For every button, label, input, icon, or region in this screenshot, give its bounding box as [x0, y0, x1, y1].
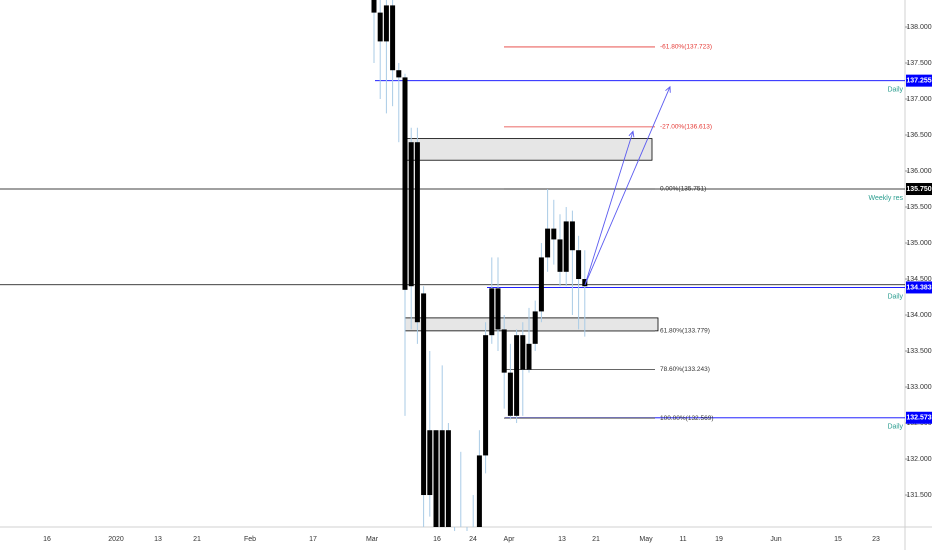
arrow	[584, 131, 634, 285]
candle-body	[582, 279, 588, 287]
x-tick-label: Feb	[244, 536, 256, 543]
candle-body	[414, 142, 420, 323]
x-tick-label: 15	[834, 536, 842, 543]
candle-body	[445, 430, 451, 527]
level-note: Daily	[887, 293, 903, 300]
candle-body	[427, 430, 433, 496]
candle-body	[576, 250, 582, 280]
y-tick-label: 135.000	[906, 240, 931, 247]
candle-body	[371, 0, 377, 13]
price-label: 135.750	[906, 186, 931, 193]
price-label-bg	[906, 183, 932, 196]
x-tick-label: Apr	[504, 536, 516, 543]
fib-label: -61.80%(137.723)	[660, 44, 712, 51]
y-tick-label: 131.500	[906, 492, 931, 499]
fib-label: 61.80%(133.779)	[660, 328, 710, 335]
fib-label: 100.00%(132.569)	[660, 415, 714, 422]
candle-body	[377, 12, 383, 42]
y-tick-label: 134.500	[906, 276, 931, 283]
candle-body	[557, 239, 563, 272]
candle-body	[439, 430, 445, 527]
candle-body	[501, 329, 507, 373]
candle-body	[526, 343, 532, 370]
candle-body	[390, 5, 396, 71]
candle-body	[532, 311, 538, 344]
y-tick-label: 134.000	[906, 312, 931, 319]
arrow-head	[628, 130, 635, 138]
candle-body	[563, 221, 569, 272]
fib-label: 78.60%(133.243)	[660, 366, 710, 373]
x-tick-label: 16	[433, 536, 441, 543]
price-label: 134.383	[906, 284, 931, 291]
candle-body	[396, 70, 402, 78]
candle-body	[402, 77, 408, 290]
candle-body	[489, 288, 495, 336]
y-tick-label: 137.500	[906, 60, 931, 67]
candle-body	[545, 228, 551, 258]
x-tick-label: 23	[872, 536, 880, 543]
x-tick-label: Mar	[366, 536, 379, 543]
y-tick-label: 136.500	[906, 132, 931, 139]
fib-label: 0.00%(135.751)	[660, 186, 706, 193]
y-tick-label: 136.000	[906, 168, 931, 175]
zone	[404, 317, 659, 332]
zone	[402, 138, 653, 161]
x-tick-label: Jun	[770, 536, 781, 543]
candle-body	[520, 335, 526, 370]
x-tick-label: 24	[469, 536, 477, 543]
candle-body	[421, 293, 427, 496]
arrow-head	[665, 85, 671, 93]
y-tick-label: 133.500	[906, 348, 931, 355]
candle-body	[569, 221, 575, 251]
candle-body	[507, 372, 513, 416]
candle-body	[514, 335, 520, 416]
y-tick-label: 135.500	[906, 204, 931, 211]
candle-body	[408, 142, 414, 287]
x-tick-label: 2020	[108, 536, 124, 543]
price-label-bg	[906, 411, 932, 424]
price-label: 137.255	[906, 77, 931, 84]
candle-body	[495, 288, 501, 330]
x-tick-label: 13	[154, 536, 162, 543]
x-tick-label: 17	[309, 536, 317, 543]
level-note: Daily	[887, 424, 903, 431]
y-tick-label: 132.000	[906, 456, 931, 463]
x-tick-label: 11	[679, 536, 686, 543]
x-tick-label: 16	[43, 536, 51, 543]
level-note: Weekly res	[869, 195, 904, 202]
level-note: Daily	[887, 86, 903, 93]
x-tick-label: 21	[592, 536, 600, 543]
candle-body	[551, 228, 557, 240]
fib-label: -27.00%(136.613)	[660, 124, 712, 131]
candle-body	[538, 257, 544, 312]
x-tick-label: May	[639, 536, 653, 543]
x-tick-label: 19	[715, 536, 723, 543]
x-tick-label: 21	[193, 536, 201, 543]
candle-body	[383, 5, 389, 42]
candle-body	[483, 335, 489, 456]
arrow	[584, 86, 671, 285]
y-tick-label: 138.000	[906, 24, 931, 31]
candle-body	[476, 455, 482, 527]
y-tick-label: 133.000	[906, 384, 931, 391]
price-label: 132.573	[906, 415, 931, 422]
price-label-bg	[906, 74, 932, 87]
candle-body	[433, 430, 439, 527]
price-label-bg	[906, 281, 932, 294]
y-tick-label: 137.000	[906, 96, 931, 103]
x-tick-label: 13	[558, 536, 566, 543]
